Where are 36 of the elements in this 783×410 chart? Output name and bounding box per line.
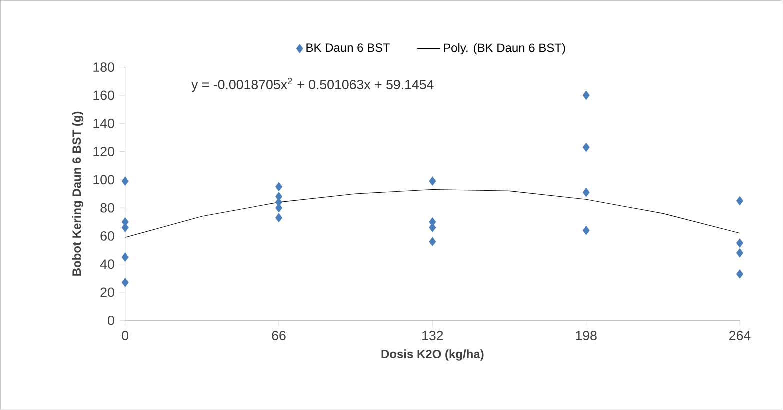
annotation: y = -0.0018705x$^{2}$ + 0.501063x + 59.1454 bbox=[192, 78, 434, 92]
x-tick-label: 66 bbox=[272, 331, 286, 340]
legend-label: Poly. (BK Daun 6 BST) bbox=[444, 43, 566, 55]
point bbox=[736, 238, 744, 248]
y-tick-label: 180 bbox=[94, 62, 114, 72]
point bbox=[122, 278, 129, 288]
point bbox=[582, 226, 590, 236]
x-axis-title: Dosis K2O (kg/ha) bbox=[382, 350, 484, 361]
y-tick-label: 0 bbox=[108, 316, 114, 326]
point bbox=[122, 176, 129, 186]
x-tick-label: 0 bbox=[122, 331, 129, 340]
y-tick-label: 160 bbox=[94, 90, 114, 100]
point bbox=[582, 90, 590, 100]
y-tick-label: 20 bbox=[100, 288, 114, 298]
point bbox=[276, 213, 282, 222]
point bbox=[276, 182, 282, 192]
y-tick-label: 80 bbox=[100, 203, 114, 213]
y-axis-title: Bobot Kering Daun 6 BST (g) bbox=[72, 112, 84, 276]
point bbox=[429, 176, 436, 186]
legend-label: BK Daun 6 BST bbox=[306, 44, 390, 52]
x-tick-label: 132 bbox=[422, 331, 444, 340]
y-tick-label: 100 bbox=[94, 175, 114, 185]
point bbox=[122, 252, 129, 262]
point bbox=[736, 270, 744, 279]
y-tick-label: 60 bbox=[100, 231, 114, 241]
point bbox=[582, 188, 590, 198]
y-tick-label: 120 bbox=[94, 147, 114, 156]
point bbox=[429, 237, 436, 246]
line-series bbox=[125, 190, 740, 238]
x-tick-label: 198 bbox=[576, 331, 597, 340]
x-tick-label: 264 bbox=[730, 331, 751, 340]
point bbox=[736, 196, 744, 206]
point bbox=[736, 248, 744, 258]
y-tick-label: 40 bbox=[100, 260, 114, 270]
y-tick-label: 140 bbox=[94, 118, 114, 128]
point bbox=[582, 143, 590, 152]
